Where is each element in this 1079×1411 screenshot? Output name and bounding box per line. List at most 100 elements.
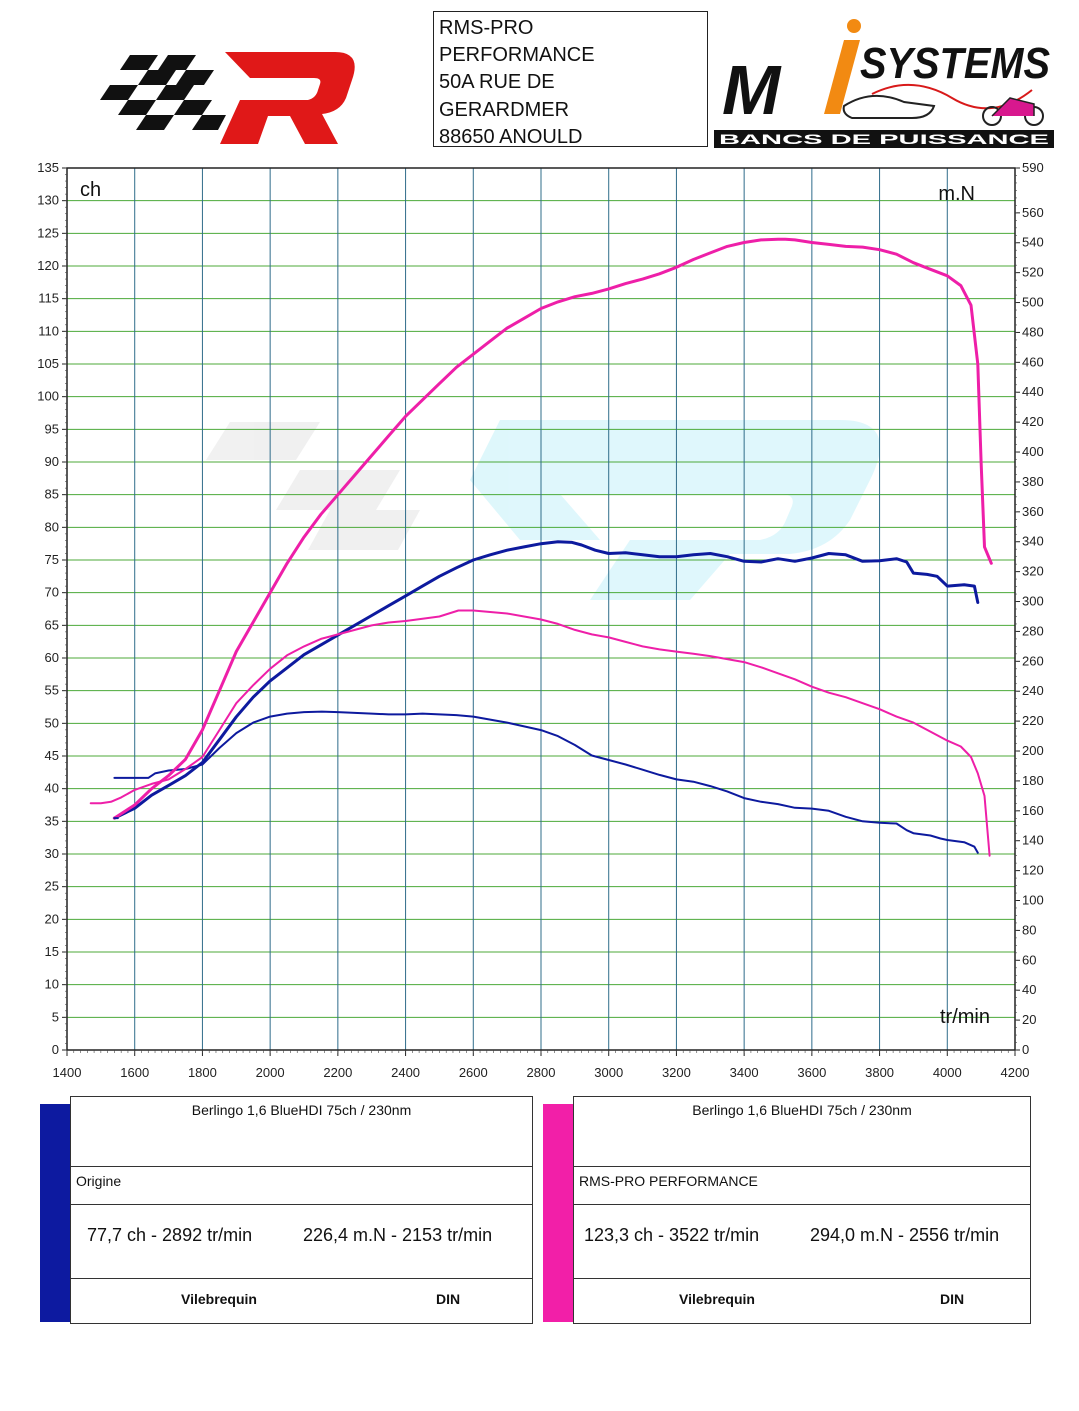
legend-values: 77,7 ch - 2892 tr/min 226,4 m.N - 2153 t… [71,1205,532,1279]
right-tick-label: 480 [1022,324,1044,339]
left-tick-label: 115 [38,291,59,306]
bottom-tick-label: 2600 [459,1065,488,1080]
legend-swatch-origin [40,1104,70,1322]
series-layer [89,237,993,857]
right-tick-label: 360 [1022,504,1044,519]
legend-footer: Vilebrequin DIN [574,1279,1030,1323]
left-tick-label: 55 [45,683,59,698]
logo-dot-icon [847,19,861,33]
right-tick-label: 590 [1022,160,1044,175]
left-tick-label: 15 [45,944,59,959]
shop-address-box: RMS-PRO PERFORMANCE 50A RUE DE GERARDMER… [433,11,708,148]
legend-title: Berlingo 1,6 BlueHDI 75ch / 230nm [574,1097,1030,1167]
right-tick-label: 280 [1022,623,1044,638]
bottom-tick-label: 3800 [865,1065,894,1080]
right-tick-label: 40 [1022,982,1036,997]
series-line-0 [112,540,980,820]
left-tick-label: 120 [37,258,59,273]
right-unit-label: m.N [938,183,975,205]
right-tick-label: 200 [1022,743,1044,758]
logo-systems-text: SYSTEMS [860,39,1050,88]
x-unit-label: tr/min [940,1006,990,1028]
right-tick-label: 380 [1022,474,1044,489]
right-tick-label: 440 [1022,384,1044,399]
left-tick-label: 10 [45,977,59,992]
left-tick-label: 85 [45,487,59,502]
left-tick-label: 25 [45,879,59,894]
legend-footer-left: Vilebrequin [181,1291,257,1307]
legend-swatch-tuned [543,1104,573,1322]
right-tick-label: 100 [1022,893,1044,908]
left-tick-label: 45 [45,748,59,763]
legend-footer-right: DIN [436,1291,461,1307]
left-tick-label: 130 [37,193,59,208]
bottom-tick-label: 3600 [797,1065,826,1080]
left-tick-label: 125 [37,225,59,240]
logo-i-icon [824,40,860,114]
bottom-tick-label: 4000 [933,1065,962,1080]
r-letter-icon [220,52,355,144]
right-tick-label: 160 [1022,803,1044,818]
shop-line: RMS-PRO [439,17,534,39]
legend-panel: Berlingo 1,6 BlueHDI 75ch / 230nm Origin… [70,1096,533,1324]
right-tick-label: 240 [1022,683,1044,698]
legend-title: Berlingo 1,6 BlueHDI 75ch / 230nm [71,1097,532,1167]
bottom-tick-label: 2400 [391,1065,420,1080]
left-tick-label: 75 [45,552,59,567]
dyno-chart: 0 5 10 15 20 25 30 35 40 45 50 55 60 65 70 75 80 85 90 95 10… [37,160,1044,1080]
right-tick-label: 140 [1022,833,1044,848]
left-tick-label: 60 [45,650,59,665]
bottom-tick-label: 3400 [730,1065,759,1080]
right-tick-label: 20 [1022,1012,1036,1027]
right-tick-label: 520 [1022,265,1044,280]
shop-line: 50A RUE DE [439,71,555,94]
bottom-tick-label: 3000 [594,1065,623,1080]
logo-sub-text: BANCS DE PUISSANCE [719,131,1049,147]
shop-line: GERARDMER [439,98,570,121]
right-tick-label: 320 [1022,564,1044,579]
legend-name: Origine [71,1167,532,1205]
left-tick-label: 20 [45,911,59,926]
right-tick-label: 300 [1022,594,1044,609]
left-tick-label: 70 [45,585,59,600]
legend-values: 123,3 ch - 3522 tr/min 294,0 m.N - 2556 … [574,1205,1030,1279]
bottom-tick-label: 3200 [662,1065,691,1080]
left-tick-label: 135 [37,160,59,175]
legend-footer-right: DIN [940,1291,965,1307]
shop-line: PERFORMANCE [439,44,595,67]
left-tick-label: 40 [45,781,59,796]
left-tick-label: 65 [45,617,59,632]
right-tick-label: 220 [1022,713,1044,728]
left-tick-label: 110 [38,323,59,338]
legend-torque: 294,0 m.N - 2556 tr/min [810,1225,1000,1245]
bottom-tick-label: 2800 [527,1065,556,1080]
wr-logo [100,52,355,144]
legend-footer: Vilebrequin DIN [71,1279,532,1323]
left-tick-label: 35 [45,813,59,828]
left-tick-label: 100 [37,389,59,404]
legend-power: 77,7 ch - 2892 tr/min [87,1225,253,1245]
right-tick-label: 260 [1022,653,1044,668]
car-icon [842,94,936,119]
left-tick-label: 5 [52,1009,59,1024]
bottom-tick-label: 1800 [188,1065,217,1080]
left-axis-ticks: 0 5 10 15 20 25 30 35 40 45 50 55 60 65 70 75 80 85 90 95 10… [37,160,67,1057]
legend-torque: 226,4 m.N - 2153 tr/min [303,1225,493,1245]
legend-power: 123,3 ch - 3522 tr/min [584,1225,760,1245]
series-line-3 [89,609,991,857]
left-tick-label: 50 [45,715,59,730]
right-tick-label: 400 [1022,444,1044,459]
bottom-tick-label: 2200 [323,1065,352,1080]
legend-origin: Berlingo 1,6 BlueHDI 75ch / 230nm Origin… [40,1096,533,1324]
right-tick-label: 60 [1022,952,1036,967]
right-tick-label: 420 [1022,414,1044,429]
series-line-1 [113,710,979,854]
legend-panel: Berlingo 1,6 BlueHDI 75ch / 230nm RMS-PR… [573,1096,1031,1324]
watermark-logo [206,420,880,600]
right-tick-label: 0 [1022,1042,1029,1057]
vertical-gridlines [134,168,948,1050]
left-tick-label: 90 [45,454,59,469]
right-tick-label: 500 [1022,295,1044,310]
bottom-tick-label: 4200 [1001,1065,1030,1080]
right-tick-label: 180 [1022,773,1044,788]
